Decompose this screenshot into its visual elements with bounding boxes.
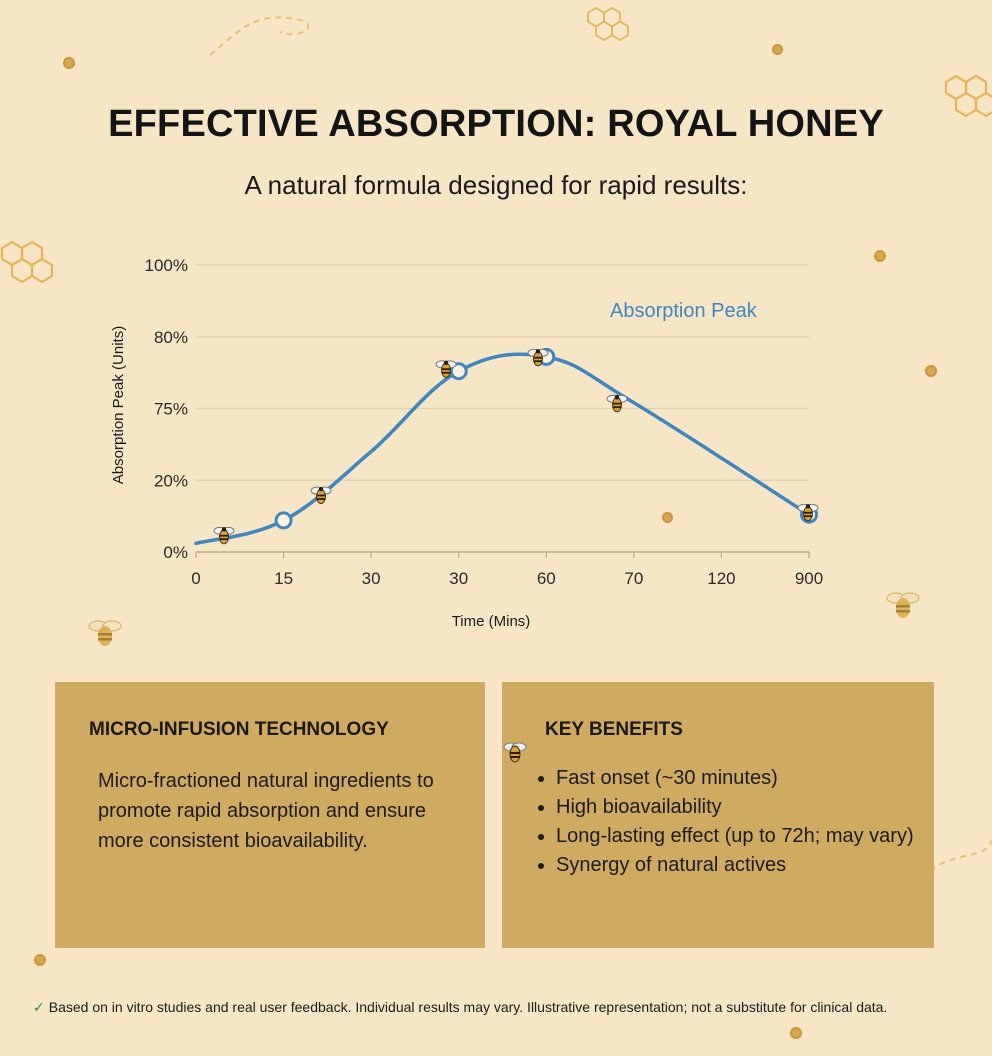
benefit-item: Synergy of natural actives: [556, 851, 951, 880]
honey-drop-icon: [34, 954, 46, 966]
micro-infusion-heading: MICRO-INFUSION TECHNOLOGY: [89, 719, 389, 740]
disclaimer-text: Based on in vitro studies and real user …: [48, 999, 888, 1015]
benefit-item: Fast onset (~30 minutes): [556, 764, 951, 793]
honey-drop-icon: [790, 1027, 802, 1039]
page-subtitle: A natural formula designed for rapid res…: [244, 170, 748, 200]
flight-trail-decor: [209, 16, 310, 56]
honey-drop-icon: [63, 57, 75, 69]
bee-icon: [88, 620, 122, 646]
honey-drop-icon: [925, 365, 937, 377]
check-icon: ✓: [33, 999, 45, 1015]
honeycomb-icon: [0, 240, 54, 284]
bee-icon: [503, 742, 527, 763]
honey-drop-icon: [874, 250, 886, 262]
honey-drop-icon: [662, 512, 673, 523]
bee-icon: [886, 592, 920, 618]
key-benefits-list: Fast onset (~30 minutes) High bioavailab…: [530, 764, 951, 880]
disclaimer-footer: ✓ Based on in vitro studies and real user…: [33, 999, 887, 1016]
honeycomb-icon: [587, 7, 629, 41]
micro-infusion-panel: MICRO-INFUSION TECHNOLOGY Micro-fraction…: [55, 682, 485, 948]
key-benefits-panel: KEY BENEFITS Fast onset (~30 minutes) Hi…: [502, 682, 934, 948]
honey-drop-icon: [772, 44, 783, 55]
page-title: EFFECTIVE ABSORPTION: ROYAL HONEY: [108, 103, 884, 145]
benefit-item: Long-lasting effect (up to 72h; may vary…: [556, 822, 951, 851]
micro-infusion-body: Micro-fractioned natural ingredients to …: [98, 770, 434, 852]
benefit-item: High bioavailability: [556, 793, 951, 822]
key-benefits-heading: KEY BENEFITS: [545, 719, 683, 740]
